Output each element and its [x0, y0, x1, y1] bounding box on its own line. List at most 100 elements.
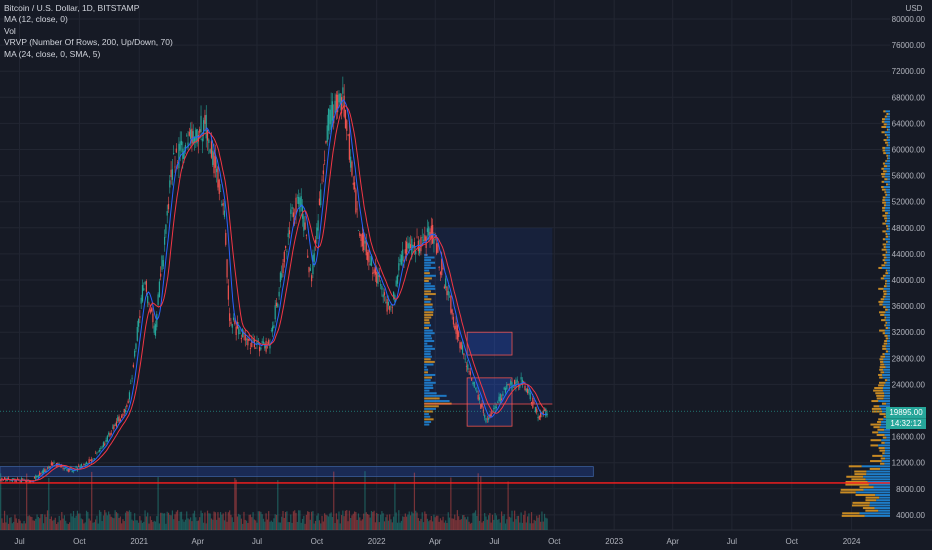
profile-bar-down: [876, 394, 885, 397]
candle-body: [67, 469, 69, 472]
profile-bar-up: [887, 342, 890, 345]
candle-body: [455, 322, 457, 334]
volume-bar: [285, 512, 287, 530]
candle-body: [256, 341, 258, 345]
volume-bar: [232, 522, 235, 530]
profile-bar-up: [885, 162, 890, 165]
price-axis[interactable]: 80000.00 76000.00 72000.00 68000.00 64000.00…: [892, 4, 926, 520]
candle-body: [316, 227, 318, 240]
time-axis[interactable]: Jul Oct 2021 Apr Jul Oct 2022 Apr Jul Oct 2023 Apr J…: [14, 537, 861, 546]
time-tick-label: Jul: [727, 537, 737, 546]
profile-bar-up: [886, 248, 890, 251]
candle-body: [167, 203, 170, 210]
indicator-vrvp[interactable]: VRVP (Number Of Rows, 200, Up/Down, 70): [4, 37, 173, 48]
zone-profile-bar: [424, 303, 433, 306]
volume-bar: [400, 520, 403, 530]
volume-bar: [416, 512, 418, 530]
candle-body: [286, 251, 288, 252]
volume-bar: [260, 511, 262, 530]
volume-bar: [80, 518, 82, 530]
volume-bar: [229, 510, 231, 530]
profile-bar-up: [885, 295, 890, 298]
candle-body: [156, 313, 158, 328]
profile-bar-up: [885, 264, 890, 267]
price-tick-label: 12000.00: [892, 459, 926, 468]
candle-body: [199, 129, 201, 133]
time-tick-label: Oct: [548, 537, 561, 546]
volume-bar: [32, 520, 34, 530]
candle-body: [498, 396, 500, 402]
profile-bar-up: [885, 355, 890, 358]
indicator-ma-12[interactable]: MA (12, close, 0): [4, 14, 68, 25]
candle-body: [295, 197, 297, 216]
volume-bar: [61, 512, 63, 530]
profile-bar-down: [885, 212, 888, 215]
volume-bar: [359, 517, 361, 530]
zone-profile-bar: [424, 350, 431, 353]
profile-bar-down: [885, 233, 888, 236]
candle-body: [365, 239, 367, 256]
volume-bar: [524, 510, 526, 530]
zone-profile-bar: [424, 295, 428, 298]
candle-body: [213, 152, 215, 174]
profile-bar-up: [886, 436, 890, 439]
volume-bar: [481, 522, 483, 530]
indicator-ma-24[interactable]: MA (24, close, 0, SMA, 5): [4, 48, 101, 59]
volume-bar: [308, 511, 310, 530]
profile-bar-up: [876, 499, 890, 502]
profile-bar-up: [884, 298, 890, 301]
volume-bar: [365, 512, 367, 530]
profile-bar-down: [886, 240, 888, 243]
drawn-zones[interactable]: [0, 227, 594, 477]
profile-bar-up: [881, 266, 890, 269]
volume-bar: [350, 518, 352, 530]
profile-bar-down: [886, 144, 889, 147]
zone-profile-bar: [424, 313, 434, 316]
profile-bar-up: [886, 201, 890, 204]
volume-bar: [41, 514, 43, 530]
candle-body: [415, 250, 417, 255]
profile-bar-up: [884, 392, 890, 395]
candle-body: [214, 156, 216, 168]
candle-body: [516, 379, 518, 383]
candle-body: [269, 343, 271, 349]
candle-body: [451, 309, 453, 315]
profile-bar-up: [885, 274, 890, 277]
volume-bar: [391, 522, 393, 530]
indicator-vol[interactable]: Vol: [4, 25, 16, 36]
volume-bar: [519, 522, 521, 530]
volume-bar: [131, 519, 133, 530]
candle-body: [326, 125, 328, 142]
volume-bar: [59, 520, 62, 530]
volume-bar: [273, 518, 275, 530]
volume-bar: [16, 522, 19, 530]
candle-body: [321, 179, 323, 181]
volume-bar: [387, 520, 389, 530]
candle-body: [137, 319, 140, 327]
profile-bar-down: [880, 313, 885, 316]
volume-bar: [485, 516, 487, 530]
profile-bar-down: [885, 193, 888, 196]
volume-bar: [256, 522, 258, 530]
volume-bar: [510, 517, 512, 530]
volume-bar: [361, 519, 363, 530]
symbol-title[interactable]: Bitcoin / U.S. Dollar, 1D, BITSTAMP: [4, 3, 140, 13]
candle-body: [29, 480, 32, 483]
candle-body: [251, 340, 253, 348]
candle-body: [443, 286, 445, 289]
volume-bar: [343, 516, 345, 530]
profile-bar-down: [879, 449, 886, 452]
zone-profile-bar: [424, 347, 435, 350]
price-zone[interactable]: [0, 466, 594, 477]
volume-bar: [463, 515, 465, 530]
price-zone[interactable]: [466, 331, 513, 356]
zone-profile-bar: [424, 353, 431, 356]
volume-bar: [357, 513, 360, 530]
profile-bar-up: [884, 447, 890, 450]
candle-body: [72, 470, 75, 472]
volume-bar: [48, 478, 50, 530]
candle-body: [486, 418, 488, 420]
horizontal-lines[interactable]: [0, 403, 890, 484]
volume-bar: [368, 514, 370, 530]
